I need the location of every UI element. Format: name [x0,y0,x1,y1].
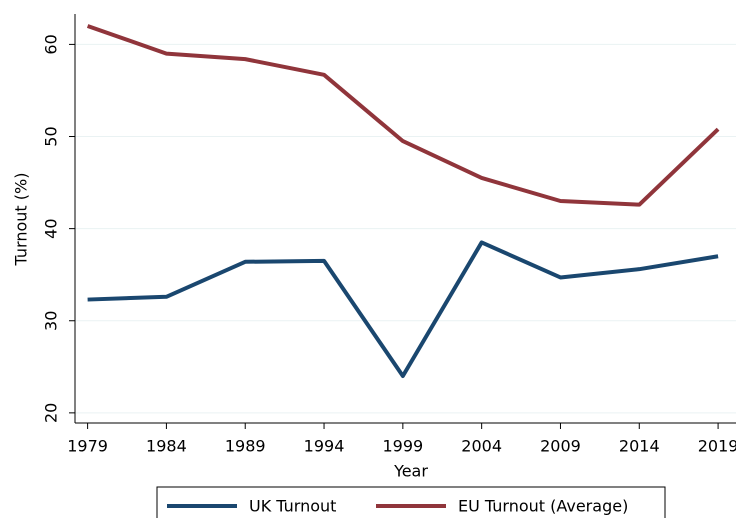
y-tick-label: 60 [42,34,61,54]
y-tick-label: 20 [42,403,61,423]
x-tick-label: 1994 [304,437,345,456]
x-axis-title: Year [393,462,428,481]
series-line [87,240,719,379]
y-axis-title: Turnout (%) [12,173,31,267]
x-tick-label: 1979 [67,437,108,456]
y-tick-label: 30 [42,311,61,331]
x-tick-label: 2014 [619,437,660,456]
x-tick-label: 2004 [461,437,502,456]
legend-box [156,486,666,518]
series-line [86,24,720,207]
legend-label: UK Turnout [249,497,336,516]
x-tick-label: 1984 [146,437,187,456]
x-tick-label: 1999 [382,437,423,456]
y-tick-label: 40 [42,218,61,238]
y-tick-label: 50 [42,126,61,146]
x-tick-label: 2009 [540,437,581,456]
x-tick-label: 2019 [698,437,736,456]
legend-label: EU Turnout (Average) [458,497,628,516]
x-tick-label: 1989 [225,437,266,456]
